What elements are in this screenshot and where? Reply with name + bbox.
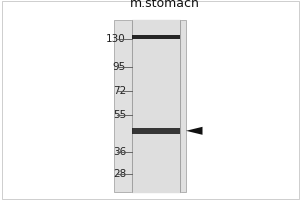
Text: 95: 95 — [113, 62, 126, 72]
Text: 36: 36 — [113, 147, 126, 157]
Text: 130: 130 — [106, 34, 126, 44]
Bar — [114, 20, 186, 192]
Bar — [132, 35, 180, 39]
Text: 55: 55 — [113, 110, 126, 120]
Text: 28: 28 — [113, 169, 126, 179]
Polygon shape — [186, 127, 202, 135]
Text: 72: 72 — [113, 86, 126, 96]
Text: m.stomach: m.stomach — [130, 0, 200, 10]
Bar — [132, 128, 180, 134]
